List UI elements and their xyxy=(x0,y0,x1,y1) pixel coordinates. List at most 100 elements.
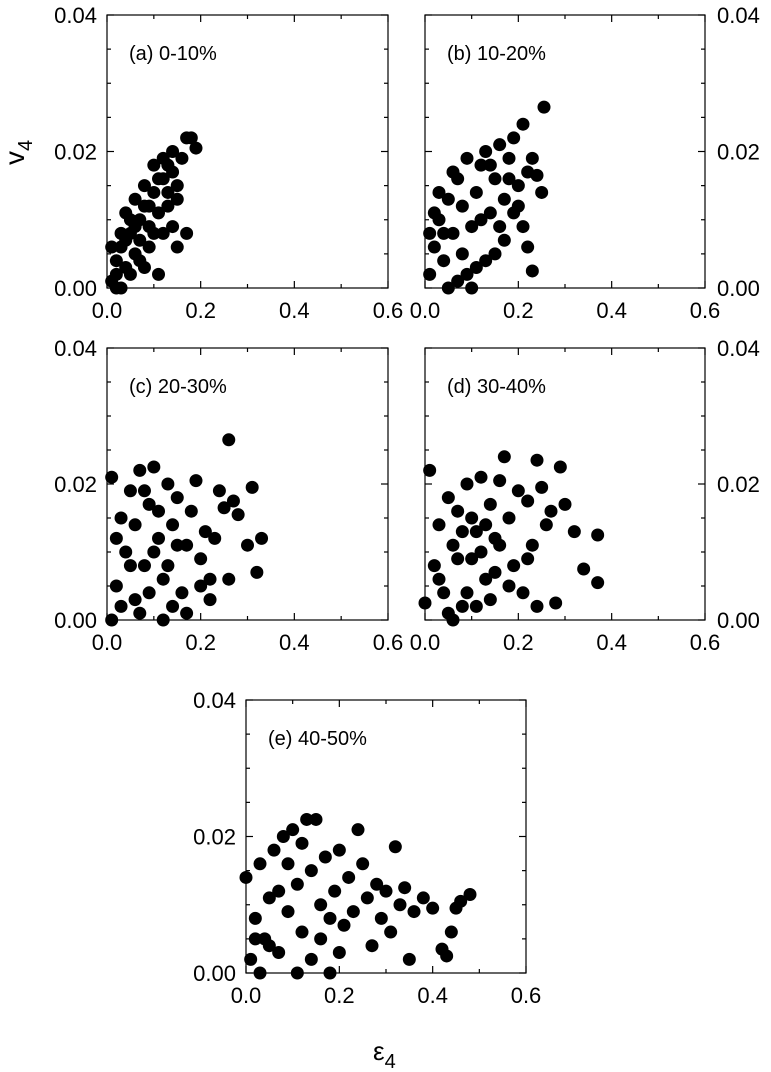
data-point xyxy=(535,480,549,494)
y-tick-label: 0.00 xyxy=(54,608,97,633)
data-point xyxy=(166,145,180,158)
data-point xyxy=(446,613,460,627)
data-point xyxy=(521,494,535,508)
data-point xyxy=(142,586,156,600)
data-point xyxy=(245,480,259,494)
data-point xyxy=(105,613,119,627)
data-point xyxy=(203,572,217,586)
data-point xyxy=(437,254,451,268)
x-tick-label: 0.0 xyxy=(410,630,441,655)
data-point xyxy=(441,491,455,505)
data-point xyxy=(189,141,203,155)
data-point xyxy=(109,267,123,281)
data-point xyxy=(114,511,128,525)
data-point xyxy=(516,586,530,600)
data-point xyxy=(161,477,175,491)
data-point xyxy=(147,226,161,240)
data-point xyxy=(170,179,184,193)
y-tick-label: 0.00 xyxy=(717,276,760,301)
data-point xyxy=(440,949,454,963)
data-point xyxy=(388,840,402,854)
data-point xyxy=(346,905,360,919)
data-point xyxy=(267,843,281,857)
y-tick-label: 0.00 xyxy=(717,608,760,633)
data-point xyxy=(474,213,488,227)
data-point xyxy=(511,179,525,193)
data-point xyxy=(432,518,446,532)
y-tick-label: 0.02 xyxy=(54,140,97,165)
data-point xyxy=(591,528,605,542)
data-point xyxy=(483,497,497,511)
data-point xyxy=(356,857,370,871)
panel-e: 0.0 0.2 0.4 0.6 0.00 0.02 0.04 (e) 40-50% xyxy=(193,688,541,1008)
data-point xyxy=(553,460,567,474)
x-tick-label: 0.4 xyxy=(279,298,310,323)
data-point xyxy=(170,491,184,505)
data-point xyxy=(502,511,516,525)
data-point xyxy=(418,596,432,610)
data-point xyxy=(516,220,530,234)
data-point xyxy=(290,966,304,980)
data-point xyxy=(360,891,374,905)
data-point xyxy=(198,525,212,539)
data-point xyxy=(253,857,267,871)
y-tick-label: 0.00 xyxy=(193,961,236,986)
data-point xyxy=(231,508,245,522)
data-point xyxy=(398,881,412,895)
data-point xyxy=(423,463,437,477)
data-point xyxy=(133,463,147,477)
data-point xyxy=(309,812,323,826)
data-point xyxy=(460,151,474,165)
data-point xyxy=(474,545,488,559)
panel-label: (a) 0-10% xyxy=(129,43,217,65)
data-point xyxy=(469,525,483,539)
y-tick-label: 0.02 xyxy=(54,472,97,497)
data-point xyxy=(497,192,511,206)
panel-c: 0.0 0.2 0.4 0.6 0.00 0.02 0.04 (c) 20-30% xyxy=(54,336,403,655)
data-point xyxy=(537,100,551,114)
data-point xyxy=(497,450,511,464)
data-point xyxy=(133,606,147,620)
data-point xyxy=(272,884,286,898)
data-point xyxy=(156,151,170,165)
data-point xyxy=(137,261,151,275)
y-tick-label: 0.02 xyxy=(193,825,236,850)
data-point xyxy=(203,593,217,607)
data-point xyxy=(530,453,544,467)
x-tick-label: 0.0 xyxy=(92,298,123,323)
data-point xyxy=(328,884,342,898)
data-point xyxy=(123,559,137,573)
data-point xyxy=(591,576,605,590)
data-point xyxy=(142,199,156,213)
data-point xyxy=(488,565,502,579)
data-point xyxy=(189,474,203,488)
data-point xyxy=(166,220,180,234)
data-point xyxy=(152,504,166,518)
data-point xyxy=(105,470,119,484)
x-axis-label: ε4 xyxy=(373,1036,396,1072)
x-tick-label: 0.6 xyxy=(511,983,542,1008)
data-point xyxy=(446,165,460,179)
data-point xyxy=(170,538,184,552)
data-point xyxy=(137,484,151,498)
data-point xyxy=(156,613,170,627)
data-point xyxy=(469,261,483,275)
data-point xyxy=(212,484,226,498)
data-point xyxy=(351,823,365,837)
x-tick-label: 0.6 xyxy=(690,298,721,323)
x-tick-label: 0.0 xyxy=(231,983,262,1008)
data-point xyxy=(407,905,421,919)
data-point xyxy=(502,172,516,186)
data-point xyxy=(152,206,166,220)
data-point xyxy=(109,579,123,593)
data-point xyxy=(465,220,479,234)
data-point xyxy=(497,233,511,247)
data-point xyxy=(465,552,479,566)
data-point xyxy=(194,579,208,593)
data-point xyxy=(455,199,469,213)
data-point xyxy=(194,552,208,566)
data-point xyxy=(262,891,276,905)
data-point xyxy=(147,460,161,474)
data-point xyxy=(166,518,180,532)
y-tick-label: 0.02 xyxy=(717,472,760,497)
